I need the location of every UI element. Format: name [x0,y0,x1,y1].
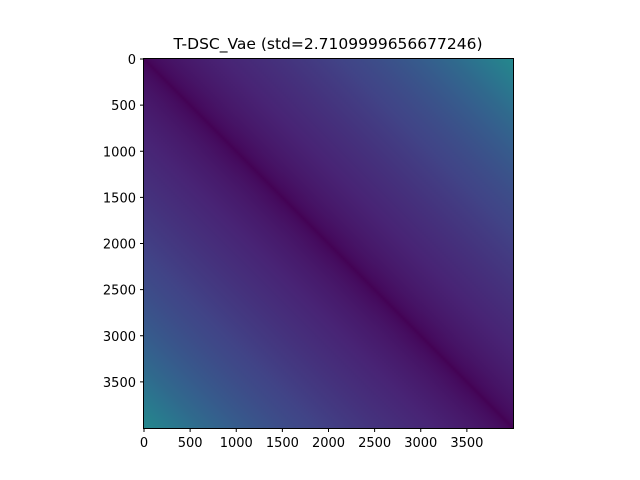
heatmap-image [144,59,513,428]
y-tick-label: 3500 [103,376,136,391]
x-tick-label: 3000 [404,436,437,451]
x-tick-label: 2500 [358,436,391,451]
x-tick-label: 1500 [266,436,299,451]
x-tick-label: 500 [178,436,203,451]
x-tick-label: 0 [140,436,148,451]
y-tick-label: 2000 [103,238,136,253]
chart-title: T-DSC_Vae (std=2.7109999656677246) [173,35,483,54]
x-tick-label: 3500 [450,436,483,451]
x-tick-label: 2000 [312,436,345,451]
y-tick-label: 1500 [103,191,136,206]
y-tick-label: 3000 [103,330,136,345]
y-tick-label: 1000 [103,145,136,160]
y-tick-label: 2500 [103,284,136,299]
y-tick-label: 0 [128,53,136,68]
y-axis: 0 500 1000 1500 2000 2500 3000 3500 [103,53,144,391]
x-tick-label: 1000 [220,436,253,451]
x-axis: 0 500 1000 1500 2000 2500 3000 3500 [140,428,483,451]
y-tick-label: 500 [111,99,136,114]
heatmap-raster [144,59,513,428]
